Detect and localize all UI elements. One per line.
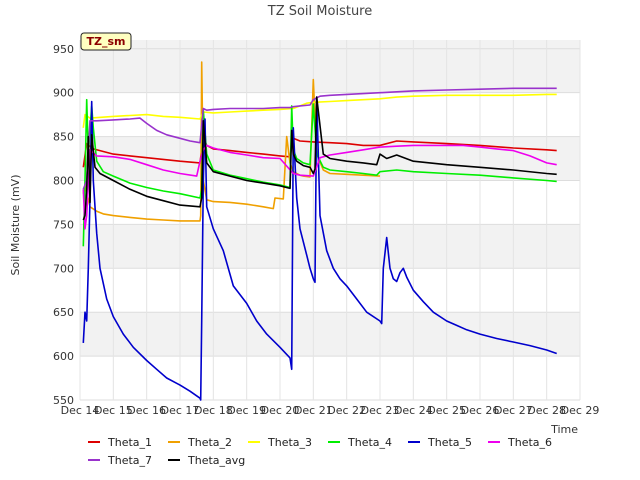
y-tick-label: 950 [53, 43, 74, 56]
legend-label-theta-4: Theta_4 [347, 436, 392, 449]
x-tick-label: Dec 17 [161, 404, 200, 417]
y-tick-label: 900 [53, 87, 74, 100]
series-line-theta-7 [82, 87, 557, 190]
x-tick-label: Dec 22 [327, 404, 366, 417]
series-lines [82, 61, 557, 401]
x-tick-label: Dec 23 [361, 404, 400, 417]
y-tick-label: 650 [53, 306, 74, 319]
y-tick-label: 550 [53, 394, 74, 407]
series-line-theta-2 [82, 61, 381, 222]
x-tick-label: Dec 26 [461, 404, 500, 417]
plot-background [80, 40, 580, 400]
series-line-theta-1 [82, 135, 557, 168]
x-tick-label: Dec 25 [427, 404, 466, 417]
series-line-theta-avg [82, 96, 557, 221]
badge-box [80, 32, 132, 51]
series-line-theta-3 [82, 93, 557, 128]
x-tick-label: Dec 15 [94, 404, 133, 417]
series-line-theta-6 [82, 144, 557, 230]
legend-label-theta-2: Theta_2 [187, 436, 232, 449]
grid-band [80, 312, 580, 357]
y-axis-label: Soil Moisture (mV) [9, 175, 22, 276]
y-tick-label: 800 [53, 174, 74, 187]
x-tick-label: Dec 18 [194, 404, 233, 417]
chart-title: TZ Soil Moisture [267, 4, 373, 19]
x-tick-label: Dec 14 [61, 404, 100, 417]
y-tick-label: 700 [53, 262, 74, 275]
grid-band [80, 40, 580, 49]
series-line-theta-4 [82, 98, 557, 247]
y-tick-label: 850 [53, 131, 74, 144]
x-axis-label: Time [550, 423, 578, 436]
legend: Theta_1 Theta_2 Theta_3 Theta_4 Theta_5 Theta… [88, 436, 552, 467]
x-tick-label: Dec 16 [127, 404, 166, 417]
legend-label-theta-1: Theta_1 [107, 436, 152, 449]
series-line-theta-5 [82, 96, 557, 401]
y-tick-label: 750 [53, 218, 74, 231]
badge-label: TZ_sm [87, 35, 126, 48]
legend-label-theta-6: Theta_6 [507, 436, 552, 449]
legend-label-theta-3: Theta_3 [267, 436, 312, 449]
legend-label-theta-7: Theta_7 [107, 454, 152, 467]
x-tick-label: Dec 29 [561, 404, 600, 417]
x-tick-label: Dec 24 [394, 404, 433, 417]
x-tick-label: Dec 27 [494, 404, 533, 417]
x-tick-label: Dec 21 [294, 404, 333, 417]
x-tick-label: Dec 19 [227, 404, 266, 417]
legend-label-theta-5: Theta_5 [427, 436, 472, 449]
badge: TZ_sm [80, 32, 132, 51]
x-tick-label: Dec 28 [527, 404, 566, 417]
y-tick-label: 600 [53, 350, 74, 363]
grid-lines [79, 40, 581, 401]
grid-band [80, 48, 580, 93]
legend-label-theta-avg: Theta_avg [187, 454, 245, 467]
x-tick-label: Dec 20 [261, 404, 300, 417]
